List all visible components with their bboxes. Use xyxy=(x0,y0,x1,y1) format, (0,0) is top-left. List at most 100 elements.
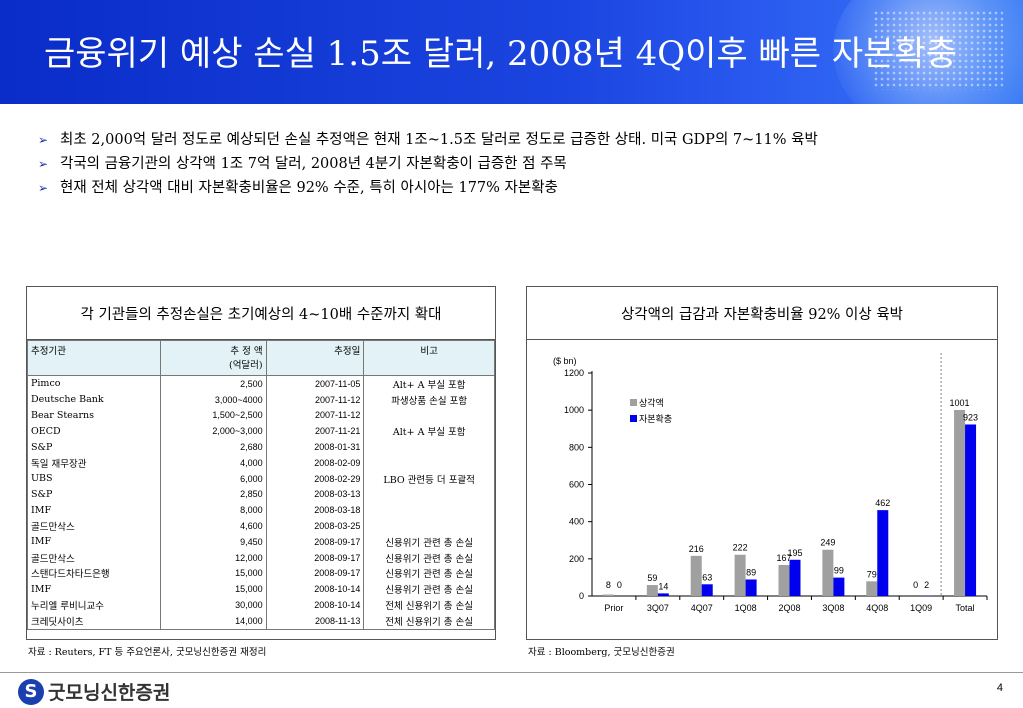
note-cell xyxy=(363,454,495,471)
date-cell: 2008-09-17 xyxy=(265,549,365,566)
date-cell: 2008-03-25 xyxy=(265,518,365,534)
bar-capital xyxy=(657,593,669,596)
bar-value-label: 59 xyxy=(647,573,657,583)
dot-pattern xyxy=(873,10,1003,90)
x-tick-label: 1Q08 xyxy=(735,603,757,613)
y-tick-label: 1200 xyxy=(564,368,584,378)
date-cell: 2008-11-13 xyxy=(265,612,365,630)
note-cell xyxy=(363,518,495,534)
bar-writedown xyxy=(602,594,614,596)
date-cell: 2007-11-05 xyxy=(265,375,365,392)
amount-cell: 2,000~3,000 xyxy=(159,423,267,440)
table-row: 골드만삭스 4,600 2008-03-25 xyxy=(27,518,495,534)
note-cell: 신용위기 관련 총 손실 xyxy=(363,549,495,566)
y-tick-label: 200 xyxy=(569,554,584,564)
arrow-bullet-icon: ➢ xyxy=(38,157,49,171)
y-tick-label: 800 xyxy=(569,442,584,452)
note-cell: 파생상품 손실 포함 xyxy=(363,391,495,408)
table-row: 골드만삭스 12,000 2008-09-17 신용위기 관련 총 손실 xyxy=(27,549,495,566)
header-date: 추정일 xyxy=(265,340,365,376)
agency-cell: 누리엘 루비니교수 xyxy=(27,597,161,613)
bar-capital xyxy=(833,577,845,596)
note-cell: 전체 신용위기 총 손실 xyxy=(363,597,495,613)
note-cell: 전체 신용위기 총 손실 xyxy=(363,612,495,630)
date-cell: 2007-11-12 xyxy=(265,391,365,408)
amount-cell: 1,500~2,500 xyxy=(159,407,267,424)
table-row: IMF 8,000 2008-03-18 xyxy=(27,502,495,519)
company-logo: S 굿모닝신한증권 xyxy=(18,678,170,705)
note-cell: LBO 관련등 더 포괄적 xyxy=(363,470,495,487)
table-row: OECD 2,000~3,000 2007-11-21 Alt+ A 부실 포함 xyxy=(27,423,495,440)
amount-cell: 3,000~4000 xyxy=(159,391,267,408)
date-cell: 2008-09-17 xyxy=(265,565,365,582)
bar-capital xyxy=(789,559,801,596)
note-cell: Alt+ A 부실 포함 xyxy=(363,375,495,392)
bar-value-label: 8 xyxy=(606,580,611,590)
bullet-item: ➢ 최초 2,000억 달러 정도로 예상되던 손실 추정액은 현재 1조~1.5… xyxy=(38,128,1008,152)
bar-value-label: 222 xyxy=(733,543,748,553)
x-tick-label: 3Q07 xyxy=(647,603,669,613)
bar-capital xyxy=(965,424,977,596)
table-row: UBS 6,000 2008-02-29 LBO 관련등 더 포괄적 xyxy=(27,470,495,487)
legend-swatch xyxy=(630,399,637,406)
x-tick-label: 1Q09 xyxy=(910,603,932,613)
loss-estimate-table: 추정기관 추 정 액 (억달러) 추정일 비고 Pimco 2,500 2007-1… xyxy=(27,340,495,630)
note-cell: 신용위기 관련 총 손실 xyxy=(363,581,495,598)
table-row: 누리엘 루비니교수 30,000 2008-10-14 전체 신용위기 총 손실 xyxy=(27,597,495,613)
bar-writedown xyxy=(954,409,966,596)
note-cell xyxy=(363,502,495,519)
header-note: 비고 xyxy=(363,340,495,376)
date-cell: 2008-10-14 xyxy=(265,597,365,613)
bar-value-label: 0 xyxy=(617,580,622,590)
table-row: S&P 2,680 2008-01-31 xyxy=(27,439,495,455)
page-number: 4 xyxy=(996,682,1003,694)
bar-capital xyxy=(701,584,713,596)
bullet-list: ➢ 최초 2,000억 달러 정도로 예상되던 손실 추정액은 현재 1조~1.5… xyxy=(38,128,1008,200)
amount-cell: 2,850 xyxy=(159,486,267,503)
bar-writedown xyxy=(734,554,746,596)
bar-value-label: 462 xyxy=(875,498,890,508)
table-row: 독일 재무장관 4,000 2008-02-09 xyxy=(27,454,495,471)
agency-cell: 크레딧사이츠 xyxy=(27,612,161,630)
agency-cell: 골드만삭스 xyxy=(27,549,161,566)
bar-value-label: 923 xyxy=(963,412,978,422)
bar-value-label: 216 xyxy=(689,544,704,554)
bar-value-label: 99 xyxy=(834,566,844,576)
agency-cell: S&P xyxy=(27,486,161,503)
bar-value-label: 79 xyxy=(867,569,877,579)
table-row: IMF 15,000 2008-10-14 신용위기 관련 총 손실 xyxy=(27,581,495,598)
table-body: Pimco 2,500 2007-11-05 Alt+ A 부실 포함 Deutsche… xyxy=(27,375,495,630)
arrow-bullet-icon: ➢ xyxy=(38,181,49,195)
x-tick-label: 4Q07 xyxy=(691,603,713,613)
right-source-note: 자료 : Bloomberg, 굿모닝신한증권 xyxy=(528,647,675,658)
note-cell xyxy=(363,439,495,455)
amount-cell: 2,680 xyxy=(159,439,267,455)
amount-cell: 4,000 xyxy=(159,454,267,471)
amount-cell: 30,000 xyxy=(159,597,267,613)
agency-cell: Deutsche Bank xyxy=(27,391,161,408)
date-cell: 2007-11-12 xyxy=(265,407,365,424)
table-row: IMF 9,450 2008-09-17 신용위기 관련 총 손실 xyxy=(27,533,495,550)
amount-cell: 9,450 xyxy=(159,533,267,550)
bar-value-label: 195 xyxy=(787,548,802,558)
legend-label: 상각액 xyxy=(639,397,664,408)
y-unit-label: ($ bn) xyxy=(553,356,577,366)
header-agency: 추정기관 xyxy=(27,340,161,376)
agency-cell: IMF xyxy=(27,581,161,598)
legend-swatch xyxy=(630,415,637,422)
date-cell: 2008-10-14 xyxy=(265,581,365,598)
x-tick-label: Total xyxy=(956,603,975,613)
agency-cell: S&P xyxy=(27,439,161,455)
bar-writedown xyxy=(646,585,658,596)
bar-capital xyxy=(745,579,757,596)
agency-cell: 골드만삭스 xyxy=(27,518,161,534)
bar-value-label: 2 xyxy=(924,580,929,590)
agency-cell: IMF xyxy=(27,502,161,519)
bar-value-label: 0 xyxy=(913,580,918,590)
bullet-item: ➢ 각국의 금융기관의 상각액 1조 7억 달러, 2008년 4분기 자본확충이… xyxy=(38,152,1008,176)
legend-label: 자본확충 xyxy=(639,413,672,424)
table-header-row: 추정기관 추 정 액 (억달러) 추정일 비고 xyxy=(27,340,495,376)
table-row: 스탠다드차타드은행 15,000 2008-09-17 신용위기 관련 총 손실 xyxy=(27,565,495,582)
note-cell: 신용위기 관련 총 손실 xyxy=(363,565,495,582)
